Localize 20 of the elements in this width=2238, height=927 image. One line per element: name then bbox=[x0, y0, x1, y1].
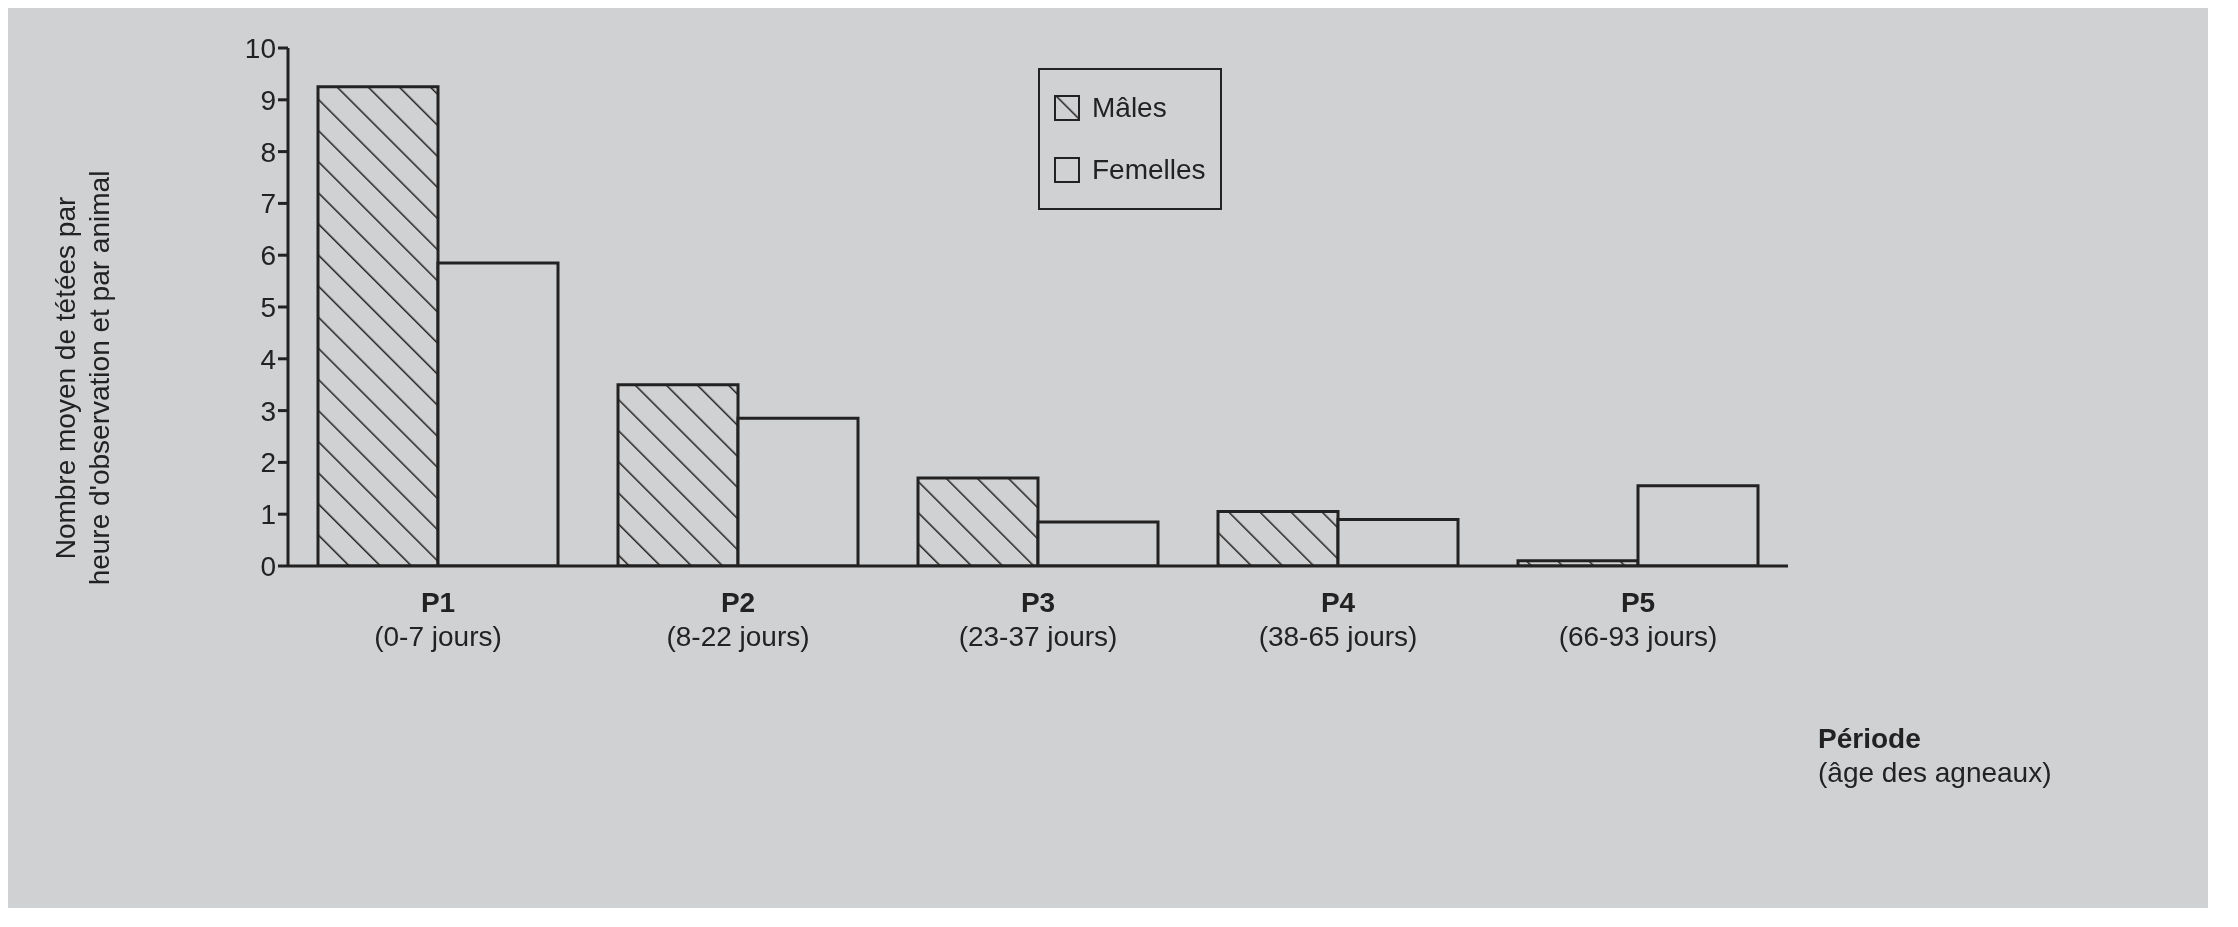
y-tick-label: 9 bbox=[260, 84, 276, 116]
y-tick-label: 8 bbox=[260, 136, 276, 168]
legend-label: Mâles bbox=[1092, 92, 1167, 124]
y-tick-label: 2 bbox=[260, 447, 276, 479]
y-tick-label: 7 bbox=[260, 188, 276, 220]
y-tick-label: 3 bbox=[260, 395, 276, 427]
y-tick-label: 1 bbox=[260, 499, 276, 531]
x-tick-label: P2 (8-22 jours) bbox=[666, 587, 810, 652]
x-axis-title: Période (âge des agneaux) bbox=[1818, 722, 2052, 790]
x-tick-label: P5 (66-93 jours) bbox=[1558, 587, 1718, 652]
x-tick-label: P3 (23-37 jours) bbox=[958, 587, 1118, 652]
y-axis-title: Nombre moyen de tétées par heure d'observation et par animal bbox=[49, 170, 116, 586]
legend-label: Femelles bbox=[1092, 154, 1206, 186]
y-tick-label: 5 bbox=[260, 291, 276, 323]
y-tick-label: 6 bbox=[260, 240, 276, 272]
y-tick-label: 0 bbox=[260, 550, 276, 582]
y-tick-label: 10 bbox=[244, 32, 276, 64]
y-tick-label: 4 bbox=[260, 343, 276, 375]
x-tick-label: P4 (38-65 jours) bbox=[1258, 587, 1418, 652]
x-tick-label: P1 (0-7 jours) bbox=[374, 587, 502, 652]
